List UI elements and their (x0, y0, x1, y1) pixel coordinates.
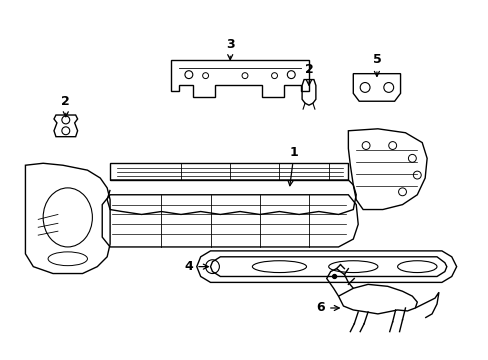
Circle shape (332, 275, 336, 278)
Text: 6: 6 (316, 301, 339, 315)
Text: 5: 5 (372, 53, 381, 76)
Text: 2: 2 (304, 63, 313, 85)
Text: 2: 2 (61, 95, 70, 117)
Text: 1: 1 (287, 146, 298, 186)
Text: 4: 4 (184, 260, 208, 273)
Text: 3: 3 (225, 38, 234, 60)
